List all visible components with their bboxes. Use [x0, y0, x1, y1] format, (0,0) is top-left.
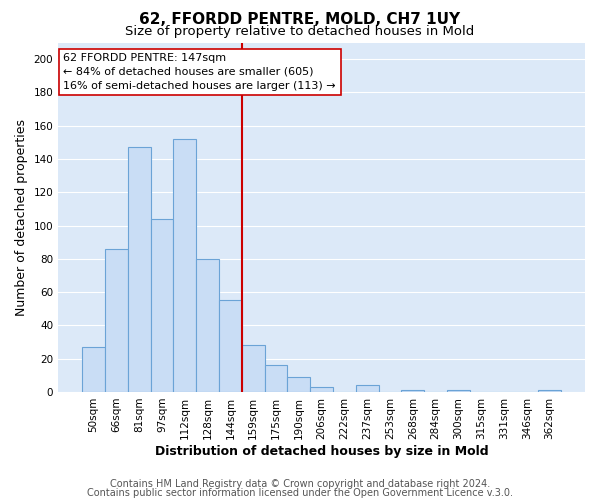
- Bar: [196, 259, 219, 392]
- Bar: [242, 346, 265, 392]
- Bar: [538, 390, 561, 392]
- Bar: [151, 219, 173, 392]
- Bar: [401, 390, 424, 392]
- Bar: [82, 347, 105, 392]
- Bar: [265, 366, 287, 392]
- Text: 62, FFORDD PENTRE, MOLD, CH7 1UY: 62, FFORDD PENTRE, MOLD, CH7 1UY: [139, 12, 461, 28]
- Text: 62 FFORDD PENTRE: 147sqm
← 84% of detached houses are smaller (605)
16% of semi-: 62 FFORDD PENTRE: 147sqm ← 84% of detach…: [64, 53, 336, 91]
- Text: Contains public sector information licensed under the Open Government Licence v.: Contains public sector information licen…: [87, 488, 513, 498]
- Bar: [219, 300, 242, 392]
- X-axis label: Distribution of detached houses by size in Mold: Distribution of detached houses by size …: [155, 444, 488, 458]
- Bar: [128, 148, 151, 392]
- Bar: [105, 249, 128, 392]
- Bar: [310, 387, 333, 392]
- Bar: [173, 139, 196, 392]
- Y-axis label: Number of detached properties: Number of detached properties: [15, 118, 28, 316]
- Bar: [287, 377, 310, 392]
- Bar: [356, 386, 379, 392]
- Text: Size of property relative to detached houses in Mold: Size of property relative to detached ho…: [125, 25, 475, 38]
- Text: Contains HM Land Registry data © Crown copyright and database right 2024.: Contains HM Land Registry data © Crown c…: [110, 479, 490, 489]
- Bar: [447, 390, 470, 392]
